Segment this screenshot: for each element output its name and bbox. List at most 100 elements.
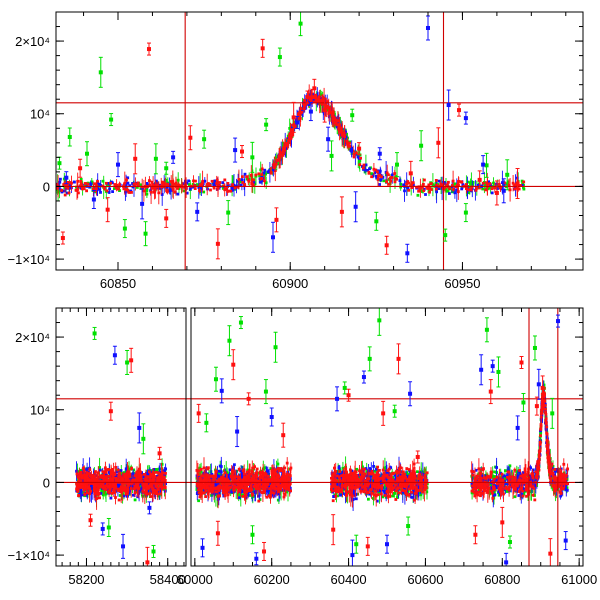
cloud-point bbox=[467, 188, 471, 192]
cloud-point bbox=[246, 474, 250, 478]
cloud-point bbox=[105, 475, 108, 478]
cloud-point bbox=[214, 487, 218, 491]
data-point bbox=[443, 233, 448, 238]
cloud-point bbox=[114, 486, 118, 490]
cloud-point bbox=[358, 163, 362, 167]
data-point bbox=[164, 166, 169, 171]
cloud-point bbox=[202, 491, 206, 495]
cloud-point bbox=[252, 178, 255, 182]
cloud-point bbox=[121, 486, 125, 490]
cloud-point bbox=[124, 478, 128, 481]
cloud-point bbox=[293, 125, 296, 129]
cloud-point bbox=[252, 494, 256, 498]
cloud-point bbox=[79, 480, 83, 483]
cloud-point bbox=[199, 468, 203, 471]
cloud-point bbox=[99, 474, 103, 478]
cloud-point bbox=[266, 483, 270, 486]
cloud-point bbox=[249, 479, 252, 482]
cloud-point bbox=[334, 121, 338, 125]
cloud-point bbox=[278, 158, 281, 162]
cloud-point bbox=[111, 190, 114, 193]
y-tick-label: 2×10⁴ bbox=[15, 34, 50, 49]
cloud-point bbox=[187, 179, 190, 183]
cloud-point bbox=[241, 181, 245, 184]
cloud-point bbox=[94, 470, 97, 474]
data-point bbox=[339, 209, 344, 214]
data-point bbox=[277, 55, 282, 60]
cloud-point bbox=[361, 165, 364, 168]
x-axis: 60850 60900 60950 bbox=[83, 12, 567, 291]
cloud-point bbox=[131, 185, 135, 189]
cloud-point bbox=[337, 123, 341, 127]
cloud-point bbox=[209, 476, 213, 480]
cloud-point bbox=[139, 474, 143, 477]
cloud-point bbox=[391, 494, 394, 498]
cloud-point bbox=[421, 184, 425, 188]
cloud-point bbox=[193, 184, 197, 188]
cloud-point bbox=[406, 180, 410, 183]
cloud-point bbox=[513, 183, 517, 187]
cloud-point bbox=[77, 494, 81, 497]
cloud-point bbox=[375, 174, 378, 178]
cloud-point bbox=[127, 467, 131, 471]
cloud-point bbox=[487, 180, 490, 184]
cloud-point bbox=[266, 474, 270, 478]
cloud-point bbox=[370, 175, 373, 179]
cloud-point bbox=[269, 467, 273, 470]
data-point bbox=[78, 166, 83, 171]
cloud-point bbox=[240, 490, 244, 493]
cloud-point bbox=[132, 487, 136, 491]
cloud-point bbox=[259, 485, 263, 488]
cloud-point bbox=[98, 496, 101, 500]
cloud-point bbox=[518, 184, 522, 187]
cloud-point bbox=[116, 479, 119, 483]
x-tick-label: 60850 bbox=[100, 276, 136, 291]
cloud-point bbox=[451, 184, 454, 187]
cloud-point bbox=[82, 490, 85, 494]
series-blue bbox=[64, 15, 506, 263]
cloud-point bbox=[328, 111, 331, 114]
cloud-point bbox=[393, 180, 397, 184]
cloud-point bbox=[195, 183, 199, 186]
cloud-point bbox=[238, 488, 242, 492]
cloud-point bbox=[153, 481, 156, 485]
cloud-point bbox=[238, 180, 242, 184]
cloud-point bbox=[434, 187, 438, 191]
cloud-point bbox=[193, 187, 197, 190]
cloud-point bbox=[164, 472, 167, 475]
cloud-point bbox=[437, 187, 440, 190]
cloud-point bbox=[303, 104, 306, 107]
cloud-point bbox=[139, 184, 142, 187]
data-point bbox=[405, 251, 410, 256]
data-point bbox=[357, 146, 362, 151]
cloud-point bbox=[225, 471, 229, 475]
cloud-point bbox=[440, 183, 444, 187]
cloud-point bbox=[285, 142, 288, 146]
cloud-point bbox=[196, 484, 200, 488]
cloud-point bbox=[328, 109, 331, 113]
cloud-point bbox=[335, 123, 338, 127]
cloud-point bbox=[123, 471, 126, 474]
cloud-point bbox=[150, 485, 154, 489]
cloud-point bbox=[77, 191, 80, 195]
cloud-point bbox=[197, 499, 200, 503]
cloud-point bbox=[87, 472, 91, 475]
cloud-point bbox=[138, 471, 142, 475]
cloud-point bbox=[490, 191, 494, 195]
cloud-point bbox=[380, 175, 383, 179]
cloud-point bbox=[176, 187, 179, 190]
cloud-point bbox=[283, 145, 287, 148]
cloud-point bbox=[127, 482, 130, 486]
cloud-point bbox=[257, 494, 260, 498]
cloud-point bbox=[223, 485, 227, 489]
data-point bbox=[226, 210, 231, 215]
cloud-point bbox=[88, 185, 92, 189]
cloud-point bbox=[427, 183, 431, 187]
cloud-point bbox=[261, 179, 264, 182]
cloud-point bbox=[118, 479, 122, 483]
cloud-point bbox=[75, 488, 79, 492]
cloud-point bbox=[104, 470, 108, 474]
cloud-point bbox=[72, 180, 76, 184]
cloud-point bbox=[278, 154, 281, 158]
